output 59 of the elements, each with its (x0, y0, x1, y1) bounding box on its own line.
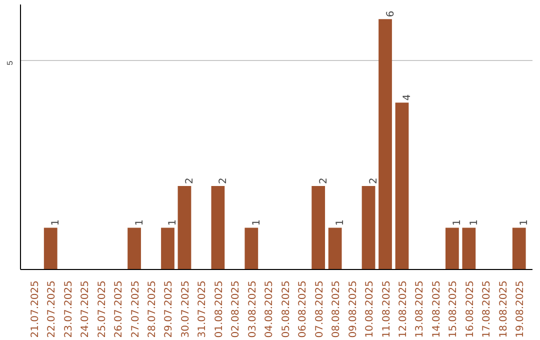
bar (328, 228, 342, 270)
x-tick-label: 19.08.2025 (515, 280, 526, 338)
x-tick-label: 01.08.2025 (214, 280, 225, 338)
bar (312, 186, 326, 270)
bar (445, 228, 459, 270)
data-label: 1 (50, 219, 62, 226)
bar (178, 186, 192, 270)
bar (211, 186, 225, 270)
x-tick-label: 30.07.2025 (180, 280, 192, 338)
data-label: 1 (452, 219, 464, 226)
x-tick-label: 22.07.2025 (46, 280, 58, 338)
x-tick-label: 07.08.2025 (314, 280, 326, 338)
y-tick-label: 5 (6, 60, 14, 66)
data-label: 1 (168, 219, 179, 226)
bar (44, 228, 58, 270)
bar (161, 228, 174, 270)
x-tick-label: 04.08.2025 (264, 280, 276, 338)
bar (512, 228, 526, 270)
x-tick-label: 11.08.2025 (381, 280, 392, 338)
data-label: 1 (519, 219, 530, 226)
data-label: 2 (184, 178, 196, 184)
x-tick-label: 10.08.2025 (364, 280, 376, 338)
x-tick-label: 15.08.2025 (448, 280, 460, 338)
bar (244, 228, 258, 270)
data-label: 2 (318, 178, 330, 184)
x-tick-label: 18.08.2025 (498, 280, 510, 338)
x-tick-label: 26.07.2025 (114, 280, 125, 338)
x-tick-label: 21.07.2025 (30, 280, 41, 338)
x-tick-label: 16.08.2025 (464, 280, 476, 338)
x-tick-label: 05.08.2025 (280, 280, 292, 338)
x-tick-label: 13.08.2025 (414, 280, 426, 338)
x-tick-label: 17.08.2025 (482, 280, 493, 338)
x-tick-label: 29.07.2025 (164, 280, 175, 338)
x-tick-label: 14.08.2025 (431, 280, 442, 338)
x-tick-label: 09.08.2025 (348, 280, 359, 338)
x-tick-label: 23.07.2025 (63, 280, 74, 338)
data-label: 2 (368, 178, 380, 184)
data-label: 1 (335, 219, 346, 226)
bar (378, 19, 392, 270)
x-tick-label: 08.08.2025 (331, 280, 342, 338)
x-tick-label: 31.07.2025 (197, 280, 208, 338)
x-tick-label: 25.07.2025 (96, 280, 108, 338)
bar (462, 228, 476, 270)
x-tick-label: 06.08.2025 (298, 280, 309, 338)
bar (128, 228, 141, 270)
data-label: 4 (402, 94, 413, 101)
data-label: 1 (134, 219, 146, 226)
data-label: 1 (468, 219, 480, 226)
x-tick-label: 24.07.2025 (80, 280, 92, 338)
x-tick-label: 03.08.2025 (247, 280, 258, 338)
x-tick-label: 12.08.2025 (398, 280, 409, 338)
bar (362, 186, 376, 270)
x-tick-label: 28.07.2025 (147, 280, 158, 338)
bar (395, 102, 409, 270)
data-label: 1 (251, 219, 262, 226)
data-label: 6 (385, 10, 396, 18)
data-label: 2 (218, 178, 229, 184)
x-tick-label: 02.08.2025 (230, 280, 242, 338)
x-tick-label: 27.07.2025 (130, 280, 142, 338)
